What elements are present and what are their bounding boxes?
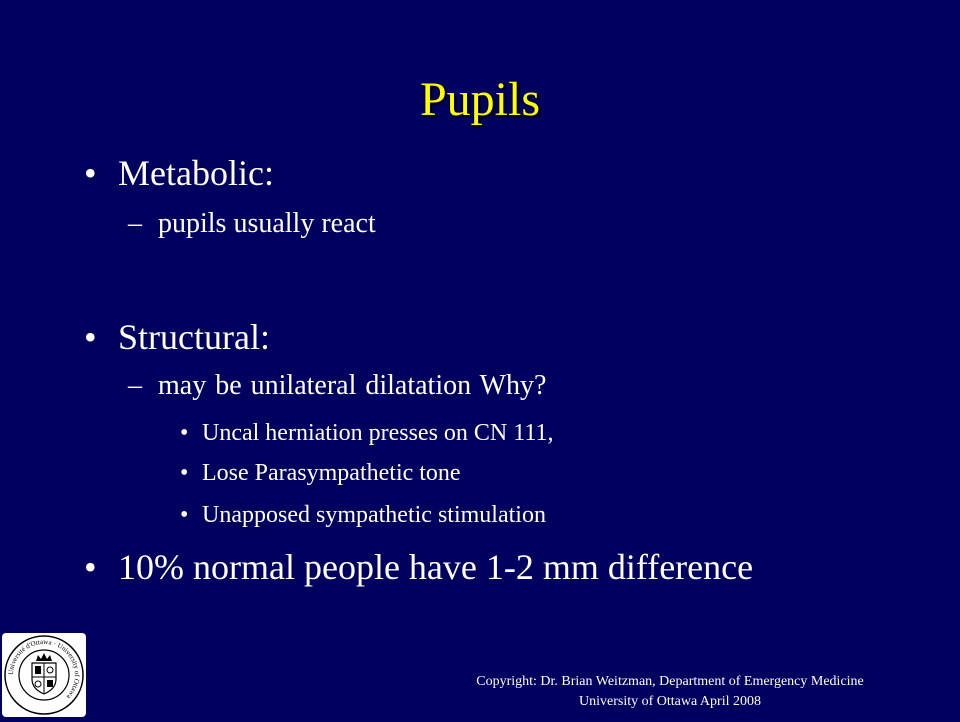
- dash-icon: –: [128, 370, 142, 401]
- bullet-metabolic: Metabolic:: [118, 153, 274, 193]
- bullet-icon: •: [180, 420, 189, 446]
- slide-title: Pupils: [419, 73, 541, 126]
- copyright-text: Copyright: Dr. Brian Weitzman, Departmen…: [476, 674, 864, 689]
- sub-sub-bullet: Lose Parasympathetic tone: [202, 460, 461, 486]
- bullet-icon: •: [84, 153, 97, 193]
- sub-bullet-structural: may be unilateral dilatation Why?: [158, 370, 547, 401]
- dash-icon: –: [128, 208, 142, 239]
- sub-sub-bullet: Unapposed sympathetic stimulation: [202, 502, 546, 528]
- bullet-normal: 10% normal people have 1-2 mm difference: [118, 547, 754, 587]
- footer: Copyright: Dr. Brian Weitzman, Departmen…: [380, 672, 960, 712]
- institution-text: University of Ottawa April 2008: [579, 694, 761, 709]
- university-of-ottawa-seal-icon: Université d'Ottawa · University of Otta…: [2, 633, 86, 717]
- bullet-structural: Structural:: [118, 317, 270, 357]
- bullet-icon: •: [180, 502, 189, 528]
- sub-sub-bullet: Uncal herniation presses on CN 111,: [202, 420, 554, 446]
- bullet-icon: •: [84, 317, 97, 357]
- sub-bullet-metabolic: pupils usually react: [158, 208, 376, 239]
- bullet-icon: •: [180, 460, 189, 486]
- bullet-icon: •: [84, 547, 97, 587]
